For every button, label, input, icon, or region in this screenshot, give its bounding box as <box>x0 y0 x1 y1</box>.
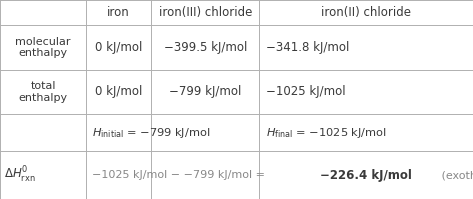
Text: $\Delta H^0_\mathrm{rxn}$: $\Delta H^0_\mathrm{rxn}$ <box>4 165 35 185</box>
Text: molecular
enthalpy: molecular enthalpy <box>15 37 71 58</box>
Text: −1025 kJ/mol − −799 kJ/mol =: −1025 kJ/mol − −799 kJ/mol = <box>92 170 268 180</box>
Text: −1025 kJ/mol: −1025 kJ/mol <box>266 85 346 98</box>
Text: −341.8 kJ/mol: −341.8 kJ/mol <box>266 41 350 54</box>
Text: (exothermic): (exothermic) <box>438 170 473 180</box>
Text: 0 kJ/mol: 0 kJ/mol <box>95 85 142 98</box>
Text: $H_\mathrm{final}$ = −1025 kJ/mol: $H_\mathrm{final}$ = −1025 kJ/mol <box>266 126 387 139</box>
Text: iron(II) chloride: iron(II) chloride <box>321 6 411 19</box>
Text: $H_\mathrm{initial}$ = −799 kJ/mol: $H_\mathrm{initial}$ = −799 kJ/mol <box>92 126 210 139</box>
Text: iron(III) chloride: iron(III) chloride <box>158 6 252 19</box>
Text: −799 kJ/mol: −799 kJ/mol <box>169 85 242 98</box>
Text: total
enthalpy: total enthalpy <box>18 81 68 102</box>
Text: −226.4 kJ/mol: −226.4 kJ/mol <box>319 169 412 182</box>
Text: iron: iron <box>107 6 130 19</box>
Text: 0 kJ/mol: 0 kJ/mol <box>95 41 142 54</box>
Text: −399.5 kJ/mol: −399.5 kJ/mol <box>164 41 247 54</box>
